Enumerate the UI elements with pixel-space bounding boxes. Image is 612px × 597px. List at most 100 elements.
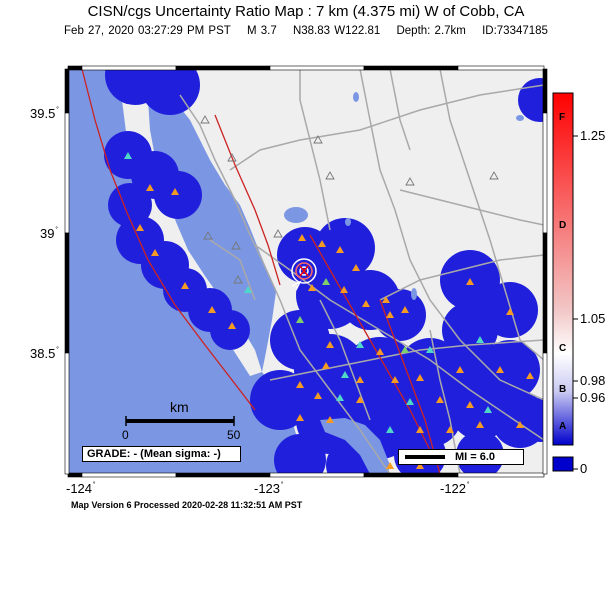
station-marker (484, 406, 492, 413)
station-marker (456, 366, 464, 373)
station-marker (416, 462, 424, 469)
lat-label-38-5: 38.5˚ (30, 346, 59, 361)
fault-lines (81, 69, 441, 474)
mi-legend: MI = 6.0 (398, 449, 524, 465)
lakes (284, 92, 524, 300)
station-marker (436, 396, 444, 403)
station-marker (476, 421, 484, 428)
station-marker (386, 426, 394, 433)
colorbar-gradient (552, 92, 574, 446)
station-marker (476, 336, 484, 343)
lon-label-124: -124˚ (66, 481, 96, 496)
station-marker (386, 462, 394, 469)
station-marker (406, 398, 414, 405)
event-date: Feb 27, 2020 03:27:29 PM PST (64, 25, 231, 37)
station-marker (382, 296, 390, 303)
station-marker (231, 241, 241, 250)
station-marker (426, 346, 434, 353)
lat-label-39: 39˚ (40, 226, 59, 241)
station-marker (296, 381, 304, 388)
station-marker (314, 392, 322, 399)
station-marker (171, 188, 179, 195)
lon-label-122: -122˚ (440, 481, 470, 496)
event-subtitle: Feb 27, 2020 03:27:29 PM PST M 3.7 N38.8… (0, 25, 612, 37)
map-title: CISN/cgs Uncertainty Ratio Map : 7 km (4… (87, 3, 525, 20)
station-marker (326, 416, 334, 423)
station-marker (356, 376, 364, 383)
mi-legend-text: MI = 6.0 (455, 451, 496, 463)
colorbar-label-0: 0 (580, 461, 588, 476)
station-marker (181, 282, 189, 289)
frame-ticks (64, 65, 548, 478)
colorbar-zero-swatch (552, 456, 574, 472)
station-marker (526, 372, 534, 379)
station-marker (376, 348, 384, 355)
station-marker (336, 246, 344, 253)
station-marker (322, 362, 330, 369)
station-marker (296, 316, 304, 323)
station-marker (362, 300, 370, 307)
station-marker (326, 341, 334, 348)
event-depth: Depth: 2.7km (396, 25, 466, 37)
colorbar-label-0-98: 0.98 (580, 373, 606, 388)
grade-box: GRADE: - (Mean sigma: -) (82, 446, 241, 462)
map-version-footer: Map Version 6 Processed 2020-02-28 11:32… (71, 500, 303, 510)
station-marker (298, 234, 306, 241)
station-marker (313, 135, 323, 144)
station-marker (203, 231, 213, 240)
station-marker (336, 394, 344, 401)
scale-unit-label: km (170, 399, 189, 415)
colorbar-grade-c: C (559, 343, 567, 354)
station-marker (273, 229, 283, 238)
colorbar-grade-f: F (559, 112, 566, 123)
station-marker (466, 401, 474, 408)
station-marker (466, 278, 474, 285)
station-marker (208, 306, 216, 313)
station-marker (136, 224, 144, 231)
mi-legend-bar (405, 455, 445, 459)
station-marker (340, 286, 348, 293)
station-marker (124, 152, 132, 159)
station-marker (401, 346, 409, 353)
event-location: N38.83 W122.81 (292, 25, 381, 37)
station-marker (244, 286, 252, 293)
scale-bar (125, 416, 235, 426)
colorbar-grade-a: A (559, 421, 567, 432)
station-marker (516, 421, 524, 428)
station-marker (496, 366, 504, 373)
colorbar-grade-b: B (559, 384, 567, 395)
station-marker (386, 311, 394, 318)
event-id: ID:73347185 (482, 25, 548, 37)
station-marker (322, 278, 330, 285)
event-magnitude: M 3.7 (246, 25, 277, 37)
station-marker (146, 184, 154, 191)
station-marker (341, 371, 349, 378)
station-marker (318, 240, 326, 247)
seismic-stations (124, 115, 534, 469)
station-marker (228, 322, 236, 329)
station-marker (401, 306, 409, 313)
station-marker (489, 171, 499, 180)
lon-label-123: -123˚ (254, 481, 284, 496)
station-marker (296, 414, 304, 421)
colorbar-label-1-05: 1.05 (580, 311, 606, 326)
station-marker (356, 396, 364, 403)
station-marker (506, 308, 514, 315)
scale-start-label: 0 (122, 428, 129, 442)
san-francisco-bay (320, 418, 390, 474)
colorbar-label-0-96: 0.96 (580, 390, 606, 405)
epicenter-marker (291, 258, 317, 291)
station-marker (356, 341, 364, 348)
station-marker (200, 115, 210, 124)
station-marker (308, 284, 316, 291)
colorbar-ticks (573, 135, 578, 470)
colorbar-grade-d: D (559, 220, 567, 231)
station-marker (391, 376, 399, 383)
station-marker (151, 249, 159, 256)
station-marker (227, 153, 237, 162)
station-marker (416, 374, 424, 381)
road-network (179, 69, 544, 474)
station-marker (352, 264, 360, 271)
station-marker (405, 177, 415, 186)
